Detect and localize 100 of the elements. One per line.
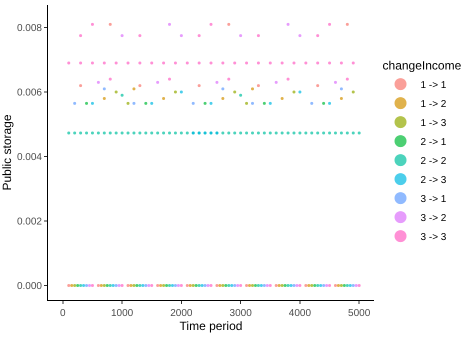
- point: [147, 284, 150, 287]
- point: [132, 87, 136, 90]
- x-tick-label: 3000: [230, 308, 252, 319]
- point: [245, 284, 248, 287]
- point: [144, 102, 148, 105]
- point: [348, 284, 352, 287]
- point: [233, 90, 236, 94]
- point: [67, 284, 70, 287]
- point: [168, 78, 172, 81]
- point: [215, 284, 218, 287]
- point: [162, 97, 166, 100]
- point: [192, 284, 195, 287]
- point: [268, 102, 272, 105]
- y-tick-label: 0.006: [16, 88, 42, 99]
- point: [262, 102, 266, 105]
- point: [126, 284, 130, 287]
- point: [114, 62, 118, 65]
- point: [106, 284, 109, 287]
- point: [210, 22, 212, 26]
- x-axis-title: Time period: [180, 319, 242, 333]
- point: [138, 84, 142, 88]
- point: [102, 97, 106, 100]
- point: [254, 284, 257, 287]
- point: [221, 97, 224, 100]
- point: [352, 62, 355, 65]
- point: [188, 284, 192, 287]
- point: [108, 78, 112, 81]
- point: [112, 284, 115, 287]
- point: [204, 284, 207, 287]
- point: [233, 284, 236, 287]
- point: [227, 78, 230, 81]
- point: [316, 62, 320, 65]
- point: [180, 34, 183, 38]
- point: [135, 284, 138, 287]
- point: [286, 22, 290, 26]
- point: [118, 284, 121, 287]
- point: [70, 284, 74, 287]
- point: [174, 62, 177, 65]
- point: [248, 284, 252, 287]
- point: [304, 62, 308, 65]
- point: [170, 284, 174, 287]
- point: [298, 34, 302, 38]
- point: [126, 62, 130, 65]
- point: [250, 87, 254, 90]
- point: [150, 62, 154, 65]
- point: [90, 22, 94, 26]
- point: [204, 102, 207, 105]
- point: [144, 284, 148, 287]
- legend-title: changeIncome: [382, 58, 462, 73]
- legend-label: 2 -> 3: [420, 175, 447, 186]
- point: [198, 84, 201, 88]
- point: [284, 284, 287, 287]
- legend-label: 3 -> 3: [420, 232, 447, 243]
- point: [114, 284, 118, 287]
- point: [218, 284, 222, 287]
- point: [239, 284, 242, 287]
- point: [114, 90, 118, 94]
- point: [250, 102, 254, 105]
- point: [126, 102, 130, 105]
- point: [290, 284, 293, 287]
- point: [102, 284, 106, 287]
- point: [328, 102, 332, 105]
- point: [340, 87, 343, 90]
- y-tick-label: 0.008: [16, 23, 42, 34]
- point: [138, 34, 142, 38]
- point: [340, 97, 343, 100]
- point: [192, 102, 195, 105]
- point: [292, 284, 296, 287]
- y-tick-label: 0.000: [16, 280, 42, 292]
- point: [174, 284, 177, 287]
- point: [132, 102, 136, 105]
- point: [236, 284, 240, 287]
- point: [328, 62, 332, 65]
- point: [280, 62, 284, 65]
- legend-label: 3 -> 2: [420, 213, 447, 224]
- point: [108, 22, 112, 26]
- point: [239, 34, 242, 38]
- point: [334, 284, 337, 287]
- point: [307, 284, 310, 287]
- point: [79, 34, 82, 38]
- point: [268, 284, 272, 287]
- point: [352, 284, 355, 287]
- point: [174, 90, 177, 94]
- point: [210, 102, 212, 105]
- y-tick-label: 0.002: [16, 216, 42, 228]
- point: [96, 80, 100, 84]
- point: [82, 284, 86, 287]
- point: [221, 284, 224, 287]
- legend-label: 2 -> 1: [420, 137, 447, 148]
- point: [346, 22, 349, 26]
- x-tick-label: 1000: [110, 308, 134, 319]
- point: [325, 284, 328, 287]
- point: [292, 90, 296, 94]
- point: [233, 62, 236, 65]
- point: [280, 284, 284, 287]
- point: [180, 284, 183, 287]
- point: [73, 102, 76, 105]
- point: [90, 102, 94, 105]
- point: [316, 84, 320, 88]
- point: [221, 87, 224, 90]
